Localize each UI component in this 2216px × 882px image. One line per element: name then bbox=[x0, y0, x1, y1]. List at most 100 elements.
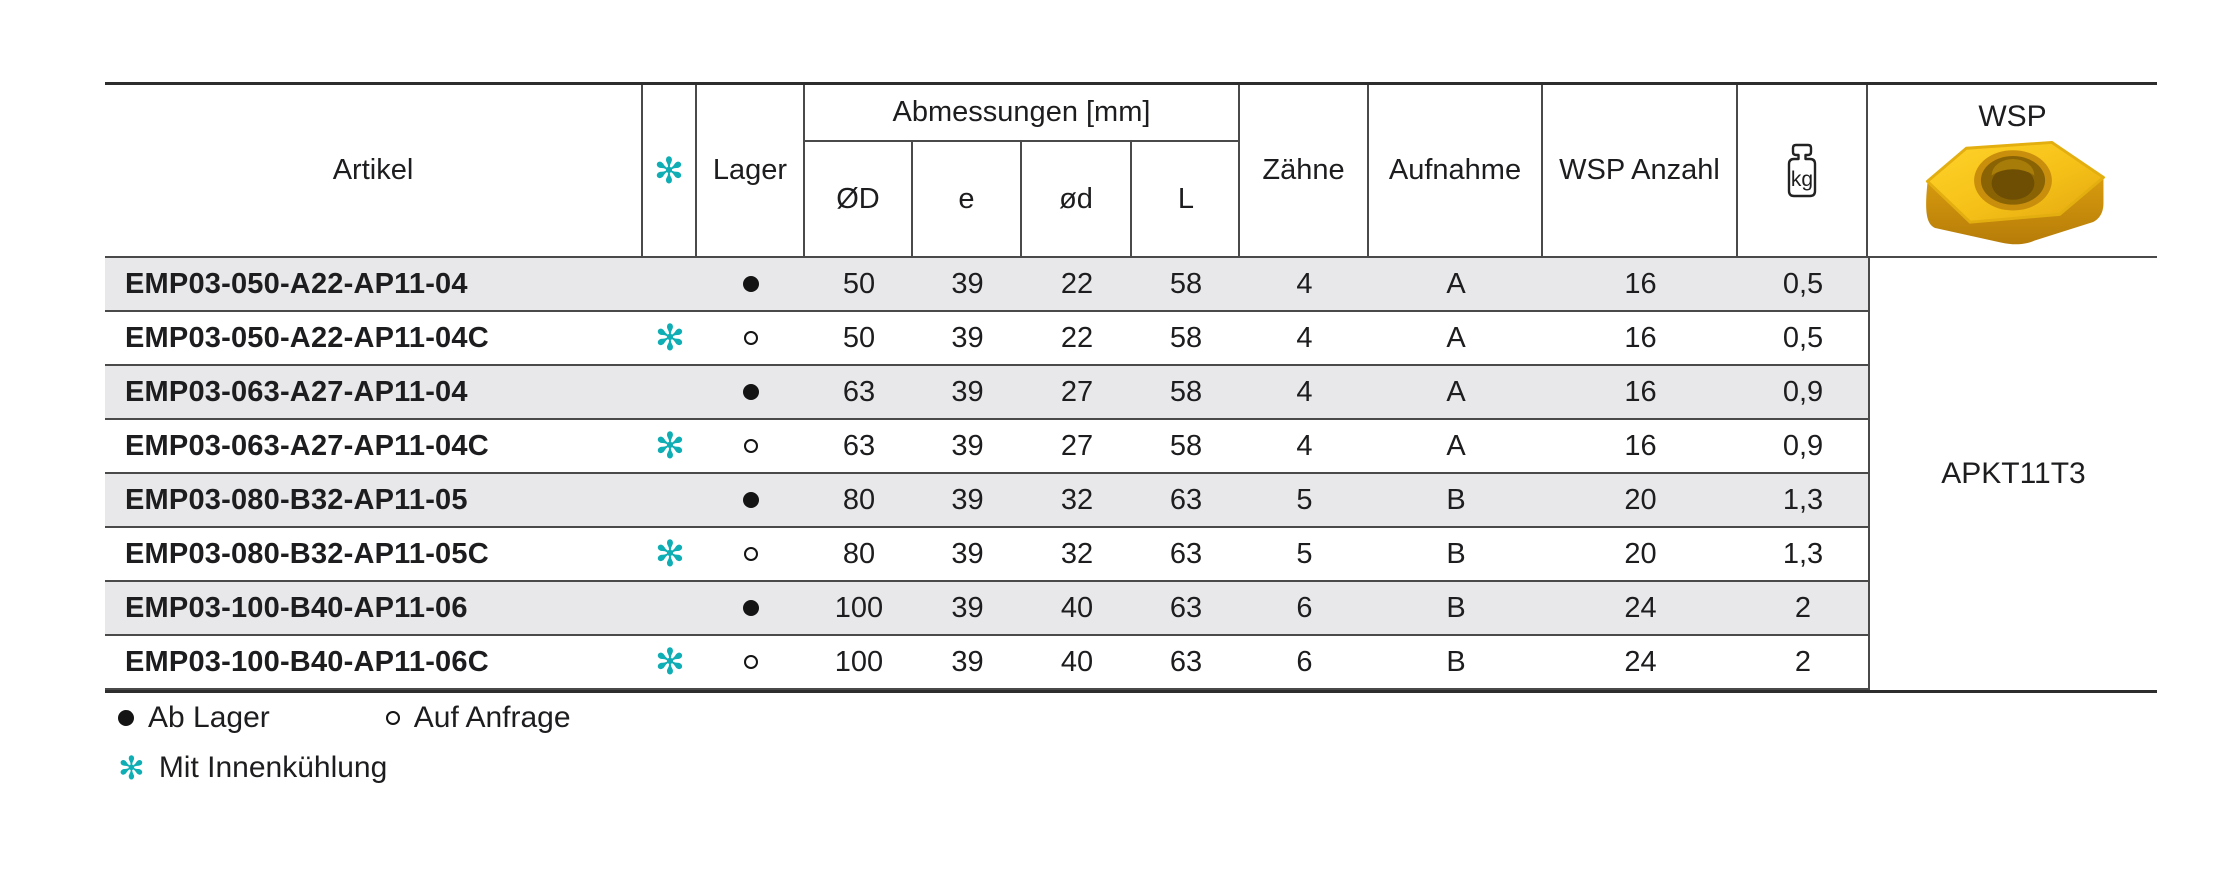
kg-cell: 0,9 bbox=[1782, 429, 1824, 462]
svg-text:kg: kg bbox=[1791, 168, 1813, 191]
aufnahme-cell: B bbox=[1446, 591, 1466, 624]
aufnahme-cell: B bbox=[1446, 537, 1466, 570]
header-wsp-anzahl: WSP Anzahl bbox=[1543, 85, 1738, 256]
lager-cell bbox=[697, 366, 805, 418]
cooling-cell bbox=[643, 582, 697, 634]
artikel-cell: EMP03-080-B32-AP11-05C bbox=[125, 537, 489, 570]
wsp-anzahl-cell: 24 bbox=[1624, 591, 1657, 624]
e-cell: 39 bbox=[951, 537, 984, 570]
artikel-cell: EMP03-100-B40-AP11-06C bbox=[125, 645, 489, 678]
e-cell: 39 bbox=[951, 483, 984, 516]
lager-cell bbox=[697, 258, 805, 310]
cooling-asterisk-icon: ✻ bbox=[653, 149, 685, 191]
kg-cell: 0,9 bbox=[1782, 375, 1824, 408]
l-cell: 63 bbox=[1169, 483, 1203, 516]
stock-open-dot-icon bbox=[744, 439, 758, 453]
wsp-insert-image bbox=[1925, 140, 2105, 244]
cooling-cell: ✻ bbox=[643, 528, 697, 580]
kg-cell: 1,3 bbox=[1782, 483, 1824, 516]
aufnahme-cell: B bbox=[1446, 645, 1466, 678]
zaehne-cell: 4 bbox=[1296, 429, 1313, 462]
cooling-cell bbox=[643, 258, 697, 310]
lager-cell bbox=[697, 582, 805, 634]
lager-cell bbox=[697, 474, 805, 526]
header-artikel: Artikel bbox=[105, 85, 643, 256]
filled-dot-icon bbox=[118, 710, 134, 726]
l-cell: 63 bbox=[1169, 645, 1203, 678]
od-cell: 63 bbox=[842, 375, 876, 408]
table-row: EMP03-080-B32-AP11-05C ✻ 80 39 32 63 5 B 20 1,3 bbox=[105, 528, 2157, 582]
header-kg: kg bbox=[1738, 85, 1868, 256]
table-body: EMP03-050-A22-AP11-04 50 39 22 58 4 A 16 0,5 EMP0… bbox=[105, 258, 2157, 690]
header-l: L bbox=[1177, 182, 1195, 215]
table-row: EMP03-050-A22-AP11-04 50 39 22 58 4 A 16 0,5 bbox=[105, 258, 2157, 312]
stock-filled-dot-icon bbox=[743, 276, 759, 292]
od-cell: 50 bbox=[842, 267, 876, 300]
artikel-cell: EMP03-063-A27-AP11-04C bbox=[125, 429, 489, 462]
cooling-cell bbox=[643, 366, 697, 418]
legend-auf-anfrage-label: Auf Anfrage bbox=[413, 701, 571, 734]
od-cell: 80 bbox=[842, 483, 876, 516]
d-cell: 22 bbox=[1060, 267, 1094, 300]
wsp-anzahl-cell: 16 bbox=[1624, 267, 1657, 300]
od-cell: 100 bbox=[834, 645, 884, 678]
artikel-cell: EMP03-050-A22-AP11-04C bbox=[125, 321, 489, 354]
zaehne-cell: 5 bbox=[1296, 483, 1313, 516]
kg-cell: 2 bbox=[1794, 591, 1812, 624]
d-cell: 40 bbox=[1060, 645, 1094, 678]
wsp-anzahl-cell: 20 bbox=[1624, 483, 1657, 516]
cooling-cell: ✻ bbox=[643, 312, 697, 364]
cooling-cell bbox=[643, 474, 697, 526]
wsp-column-title: WSP bbox=[1978, 99, 2047, 133]
aufnahme-cell: A bbox=[1446, 267, 1466, 300]
d-cell: 40 bbox=[1060, 591, 1094, 624]
d-cell: 22 bbox=[1060, 321, 1094, 354]
stock-open-dot-icon bbox=[744, 547, 758, 561]
l-cell: 58 bbox=[1169, 375, 1203, 408]
table-header: Artikel ✻ Lager Abmessungen [mm] ØD e ød… bbox=[105, 85, 2157, 258]
kg-cell: 1,3 bbox=[1782, 537, 1824, 570]
wsp-anzahl-cell: 16 bbox=[1624, 375, 1657, 408]
lager-cell bbox=[697, 528, 805, 580]
kg-cell: 0,5 bbox=[1782, 267, 1824, 300]
header-aufnahme: Aufnahme bbox=[1369, 85, 1543, 256]
e-cell: 39 bbox=[951, 591, 984, 624]
e-cell: 39 bbox=[951, 645, 984, 678]
header-cooling: ✻ bbox=[643, 85, 697, 256]
legend: Ab Lager Auf Anfrage ✻ Mit Innenkühlung bbox=[118, 701, 571, 785]
cooling-asterisk-icon: ✻ bbox=[118, 750, 145, 786]
table-row: EMP03-063-A27-AP11-04 63 39 27 58 4 A 16 0,9 bbox=[105, 366, 2157, 420]
e-cell: 39 bbox=[951, 267, 984, 300]
od-cell: 80 bbox=[842, 537, 876, 570]
d-cell: 32 bbox=[1060, 537, 1094, 570]
lager-cell bbox=[697, 312, 805, 364]
stock-filled-dot-icon bbox=[743, 600, 759, 616]
zaehne-cell: 5 bbox=[1296, 537, 1313, 570]
wsp-anzahl-cell: 24 bbox=[1624, 645, 1657, 678]
cooling-asterisk-icon: ✻ bbox=[654, 533, 686, 574]
l-cell: 63 bbox=[1169, 537, 1203, 570]
artikel-cell: EMP03-100-B40-AP11-06 bbox=[125, 591, 468, 624]
aufnahme-cell: A bbox=[1446, 429, 1466, 462]
header-e: e bbox=[913, 142, 1022, 256]
legend-innenkuehlung-label: Mit Innenkühlung bbox=[158, 751, 388, 784]
header-wsp: WSP bbox=[1868, 85, 2157, 256]
header-abmessungen-group: Abmessungen [mm] ØD e ød L bbox=[805, 85, 1240, 256]
product-table: Artikel ✻ Lager Abmessungen [mm] ØD e ød… bbox=[105, 82, 2157, 693]
wsp-anzahl-cell: 16 bbox=[1624, 321, 1657, 354]
table-row: EMP03-050-A22-AP11-04C ✻ 50 39 22 58 4 A 16 0,5 bbox=[105, 312, 2157, 366]
lager-cell bbox=[697, 636, 805, 688]
d-cell: 27 bbox=[1060, 429, 1094, 462]
zaehne-cell: 6 bbox=[1296, 645, 1313, 678]
table-row: EMP03-100-B40-AP11-06C ✻ 100 39 40 63 6 B 24 2 bbox=[105, 636, 2157, 690]
artikel-cell: EMP03-080-B32-AP11-05 bbox=[125, 483, 468, 516]
table-row: EMP03-080-B32-AP11-05 80 39 32 63 5 B 20 1,3 bbox=[105, 474, 2157, 528]
stock-filled-dot-icon bbox=[743, 492, 759, 508]
cooling-asterisk-icon: ✻ bbox=[654, 641, 686, 682]
zaehne-cell: 6 bbox=[1296, 591, 1313, 624]
artikel-cell: EMP03-050-A22-AP11-04 bbox=[125, 267, 468, 300]
header-zaehne: Zähne bbox=[1240, 85, 1369, 256]
open-dot-icon bbox=[385, 711, 400, 725]
e-cell: 39 bbox=[951, 321, 984, 354]
